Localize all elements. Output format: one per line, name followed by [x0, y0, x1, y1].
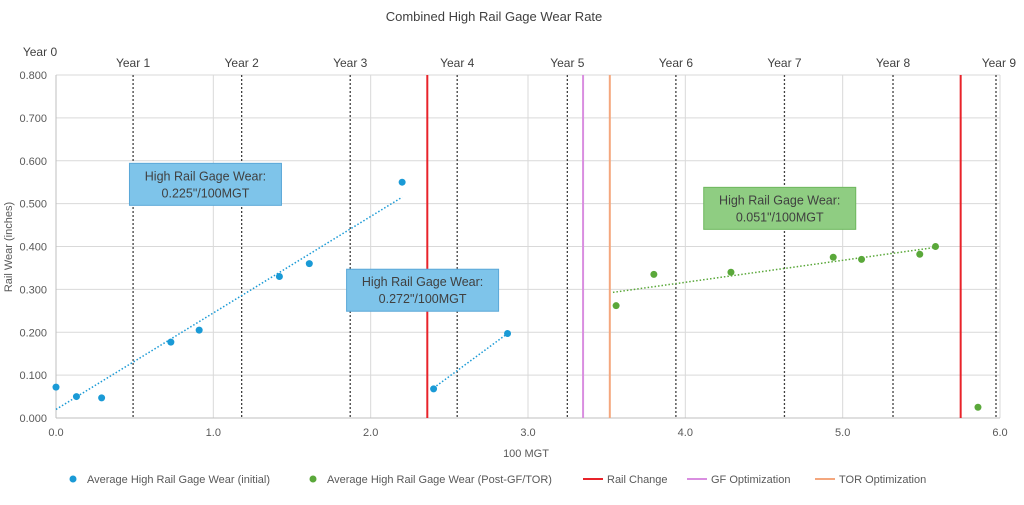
data-point — [98, 394, 106, 402]
data-point — [931, 243, 939, 250]
legend-label: TOR Optimization — [839, 474, 926, 486]
data-point — [858, 255, 866, 263]
x-tick-label: 1.0 — [206, 427, 221, 439]
data-point — [398, 178, 406, 186]
annotation-line2: 0.051"/100MGT — [736, 210, 824, 224]
year-marker-label: Year 7 — [767, 56, 802, 70]
year-marker-label: Year 2 — [225, 56, 260, 70]
data-point — [504, 330, 512, 338]
data-point — [430, 385, 438, 393]
y-tick-label: 0.400 — [19, 242, 47, 254]
x-axis-label: 100 MGT — [503, 448, 549, 460]
data-point — [167, 338, 175, 346]
trendline — [433, 332, 508, 389]
annotation-line1: High Rail Gage Wear: — [719, 193, 840, 207]
plot-area: 0.0 1.0 2.0 3.0 4.0 5.0 6.0 0.000 0.100 0.200 0.30… — [19, 45, 1016, 439]
x-tick-label: 3.0 — [520, 427, 535, 439]
y-tick-label: 0.000 — [19, 413, 47, 425]
legend-label: Average High Rail Gage Wear (Post-GF/TOR… — [327, 474, 552, 486]
year-marker-label: Year 3 — [333, 56, 368, 70]
annotation-box — [703, 186, 857, 230]
year-marker-label: Year 6 — [659, 56, 694, 70]
trendline — [55, 196, 403, 411]
data-point — [72, 393, 80, 401]
y-tick-label: 0.600 — [19, 156, 47, 168]
data-point — [974, 403, 982, 411]
year-marker-label: Year 0 — [23, 45, 58, 59]
trendline — [612, 246, 936, 294]
data-point — [916, 250, 924, 258]
legend-label: Rail Change — [607, 474, 668, 486]
legend: Average High Rail Gage Wear (initial) Ave… — [69, 474, 926, 486]
year-marker-label: Year 4 — [440, 56, 475, 70]
data-point — [275, 273, 283, 281]
data-point — [727, 268, 735, 276]
year-marker-label: Year 8 — [876, 56, 911, 70]
data-point — [305, 260, 313, 268]
annotation-line1: High Rail Gage Wear: — [145, 169, 266, 183]
legend-label: GF Optimization — [711, 474, 790, 486]
annotation-line1: High Rail Gage Wear: — [362, 275, 483, 289]
year-marker-label: Year 1 — [116, 56, 151, 70]
y-tick-label: 0.100 — [19, 370, 47, 382]
annotation-line2: 0.225"/100MGT — [162, 186, 250, 200]
x-tick-label: 5.0 — [835, 427, 850, 439]
x-tick-label: 2.0 — [363, 427, 378, 439]
data-point — [650, 270, 658, 278]
legend-label: Average High Rail Gage Wear (initial) — [87, 474, 270, 486]
annotation-box — [128, 162, 282, 206]
data-point — [612, 302, 620, 310]
y-tick-label: 0.700 — [19, 113, 47, 125]
x-tick-label: 6.0 — [992, 427, 1007, 439]
annotation-box — [346, 268, 500, 312]
y-tick-label: 0.800 — [19, 70, 47, 82]
legend-marker — [309, 475, 317, 483]
data-point — [829, 253, 837, 261]
data-point — [52, 383, 60, 391]
year-marker-label: Year 9 — [982, 56, 1017, 70]
y-tick-label: 0.300 — [19, 284, 47, 296]
data-point — [195, 326, 203, 334]
y-tick-label: 0.500 — [19, 199, 47, 211]
year-marker-label: Year 5 — [550, 56, 585, 70]
y-tick-label: 0.200 — [19, 327, 47, 339]
legend-marker — [69, 475, 77, 483]
chart-title: Combined High Rail Gage Wear Rate — [386, 9, 603, 24]
x-tick-label: 4.0 — [678, 427, 693, 439]
x-tick-label: 0.0 — [48, 427, 63, 439]
y-axis-label: Rail Wear (inches) — [3, 202, 15, 292]
annotation-line2: 0.272"/100MGT — [379, 292, 467, 306]
